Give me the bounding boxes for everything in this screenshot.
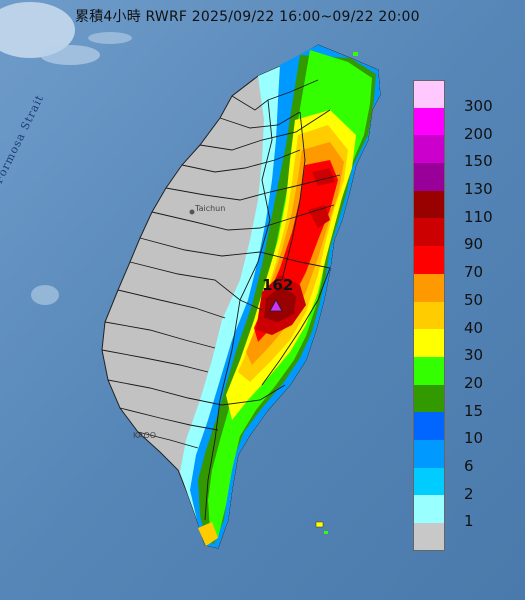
- legend-swatch: [413, 135, 445, 164]
- legend-swatch: [413, 107, 445, 136]
- legend-label: 30: [464, 346, 484, 365]
- legend-label: 20: [464, 373, 484, 392]
- city-marker: [189, 209, 195, 215]
- legend-swatch: [413, 190, 445, 219]
- county-boundaries: [101, 79, 341, 521]
- legend-swatch: [413, 384, 445, 413]
- rain-110mm-zone: [264, 286, 296, 322]
- legend-label: 90: [464, 235, 484, 254]
- legend-swatch: [413, 80, 445, 108]
- map-title: 累積4小時 RWRF 2025/09/22 16:00~09/22 20:00: [75, 9, 420, 25]
- legend-swatch: [413, 218, 445, 247]
- legend-label: 10: [464, 429, 484, 448]
- legend-swatch: [413, 439, 445, 468]
- legend-label: 110: [464, 207, 493, 226]
- legend-label: 2: [464, 484, 474, 503]
- city-label-taichung: Taichun: [195, 204, 226, 213]
- legend-label: 70: [464, 263, 484, 282]
- max-rain-value: 162: [262, 276, 294, 294]
- legend-swatch: [413, 163, 445, 191]
- cloud: [0, 2, 75, 58]
- legend-label: 50: [464, 290, 484, 309]
- legend-swatch: [413, 356, 445, 385]
- legend-label: 1: [464, 512, 474, 531]
- max-rain-marker: [269, 299, 283, 312]
- rain-90mm-zone-north: [308, 205, 330, 228]
- legend-label: 150: [464, 152, 493, 171]
- legend-swatch: [413, 495, 445, 523]
- legend-label: 6: [464, 456, 474, 475]
- legend-swatch: [413, 412, 445, 440]
- legend-swatch: [413, 246, 445, 274]
- legend-label: 200: [464, 124, 493, 143]
- rain-south-tip: [198, 522, 218, 546]
- cloud: [88, 32, 132, 44]
- rain-90mm-zone-north2: [312, 168, 335, 186]
- legend-labels: 300 200 150 130 110 90 70 50 40 30 20 15 10 6 2 1: [464, 80, 493, 530]
- cloud: [31, 285, 59, 305]
- legend-label: 130: [464, 180, 493, 199]
- city-label-kaohsiung: KAOO: [133, 431, 157, 440]
- orchid-island: [324, 531, 328, 534]
- legend-swatch: [413, 273, 445, 302]
- legend-label: 40: [464, 318, 484, 337]
- legend-label: 300: [464, 97, 493, 115]
- cloud: [40, 45, 100, 65]
- legend-swatch: [413, 523, 445, 551]
- legend-swatch: [413, 301, 445, 330]
- legend-swatch: [413, 329, 445, 357]
- color-legend: [413, 80, 445, 551]
- islet: [353, 52, 358, 56]
- legend-swatch: [413, 467, 445, 496]
- green-island: [315, 521, 324, 528]
- legend-label: 15: [464, 401, 484, 420]
